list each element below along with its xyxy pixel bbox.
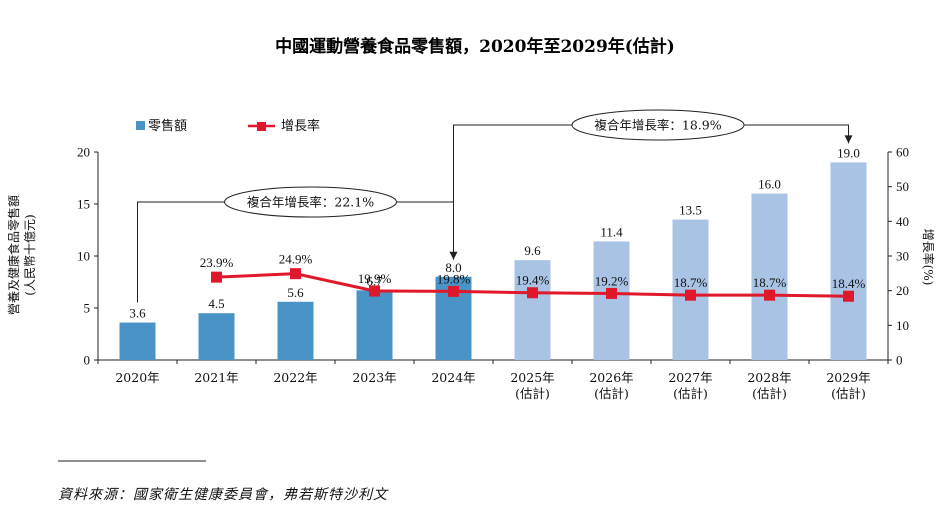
x-tick-label: 2027年: [668, 370, 712, 385]
bar-value-label: 9.6: [524, 243, 541, 258]
y-tick-label: 0: [84, 353, 91, 368]
legend-bar-label: 零售額: [148, 118, 187, 134]
chart-title: 中國運動營養食品零售額，2020年至2029年(估計): [275, 36, 675, 57]
legend-line-label: 增長率: [281, 118, 320, 134]
x-tick-label: 2022年: [273, 370, 317, 385]
bar-value-label: 4.5: [208, 296, 224, 311]
cagr-arrowhead: [844, 135, 853, 144]
growth-value-label: 23.9%: [200, 255, 234, 270]
x-tick-label: 2024年: [431, 370, 475, 385]
y2-tick-label: 50: [896, 179, 909, 194]
y-axis-title-line1: 營養及健康食品零售額: [6, 195, 21, 315]
growth-marker: [843, 290, 854, 302]
cagr-label: 複合年增長率：18.9%: [594, 118, 721, 133]
bar: [830, 162, 867, 360]
y2-tick-label: 0: [896, 353, 903, 368]
growth-value-label: 19.4%: [516, 273, 550, 288]
growth-marker: [211, 271, 222, 283]
y-tick-label: 20: [77, 145, 90, 160]
bar: [277, 301, 314, 360]
cagr-ellipse: [224, 186, 397, 218]
x-tick-sublabel: (估計): [594, 386, 629, 401]
growth-marker: [606, 287, 617, 299]
cagr-label: 複合年增長率：22.1%: [247, 195, 374, 210]
x-tick-label: 2020年: [115, 370, 159, 385]
growth-marker: [369, 285, 380, 297]
x-tick-sublabel: (估計): [831, 386, 866, 401]
bar: [356, 290, 393, 360]
growth-value-label: 18.4%: [832, 276, 866, 291]
bar-value-label: 11.4: [600, 224, 623, 239]
legend: 零售額 增長率: [136, 118, 320, 134]
y-tick-label: 10: [77, 249, 90, 264]
bar: [593, 241, 630, 360]
y-tick-label: 15: [77, 197, 90, 212]
cagr-ellipse: [571, 109, 745, 141]
growth-marker: [290, 268, 301, 280]
growth-value-label: 18.7%: [674, 275, 708, 290]
growth-value-label: 19.9%: [358, 271, 392, 286]
bar-value-label: 13.5: [679, 203, 702, 218]
bar-value-label: 16.0: [758, 177, 781, 192]
bar: [751, 193, 788, 360]
growth-marker: [527, 287, 538, 299]
bar: [198, 313, 235, 360]
x-tick-sublabel: (估計): [515, 386, 550, 401]
legend-bar-swatch: [136, 121, 145, 130]
y2-tick-label: 20: [896, 283, 909, 298]
x-tick-label: 2021年: [194, 370, 238, 385]
source-note: 資料來源：國家衛生健康委員會，弗若斯特沙利文: [58, 487, 389, 503]
growth-value-label: 24.9%: [279, 252, 313, 267]
legend-line-marker: [257, 122, 266, 131]
x-tick-label: 2023年: [352, 370, 396, 385]
x-tick-label: 2028年: [747, 370, 791, 385]
growth-marker: [448, 285, 459, 297]
y-axis-title: 營養及健康食品零售額 (人民幣十億元): [6, 195, 37, 315]
growth-value-label: 18.7%: [753, 275, 787, 290]
x-tick-sublabel: (估計): [673, 386, 708, 401]
x-tick-label: 2025年: [510, 370, 554, 385]
plot-area: 0 5 10 15 20 0 10 20 30 40 50 60 2020年 2021年 2022年 2023…: [77, 109, 909, 401]
x-tick-label: 2026年: [589, 370, 633, 385]
bar: [119, 322, 156, 360]
bar-value-label: 6.7: [366, 273, 383, 288]
y-axis-title-line2: (人民幣十億元): [23, 214, 37, 295]
growth-marker: [764, 289, 775, 301]
y2-tick-label: 40: [896, 214, 909, 229]
y2-tick-label: 30: [896, 249, 909, 264]
bar-value-label: 8.0: [445, 260, 461, 275]
bar-value-label: 5.6: [287, 285, 304, 300]
x-tick-sublabel: (估計): [752, 386, 787, 401]
cagr-bracket-2024-2029: [453, 124, 849, 259]
y2-axis-title: 增長率(%): [921, 229, 936, 286]
bar-value-label: 3.6: [129, 306, 146, 321]
bar: [514, 260, 551, 360]
growth-marker: [685, 289, 696, 301]
bar-value-label: 19.0: [837, 145, 860, 160]
growth-value-label: 19.8%: [437, 271, 471, 286]
y-tick-label: 5: [84, 301, 91, 316]
growth-value-label: 19.2%: [595, 273, 629, 288]
x-tick-label: 2029年: [826, 370, 870, 385]
y2-tick-label: 60: [896, 145, 909, 160]
y2-tick-label: 10: [896, 318, 909, 333]
